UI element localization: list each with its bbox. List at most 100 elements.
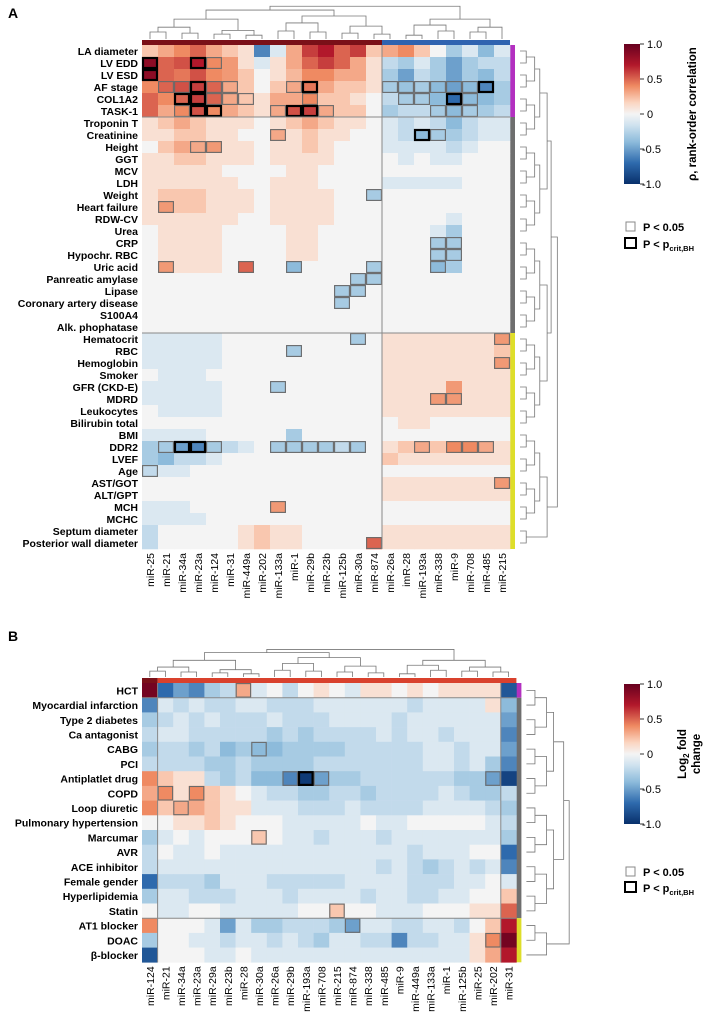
heatmap-cell — [430, 285, 447, 298]
heatmap-cell — [238, 69, 255, 82]
heatmap-cell — [391, 756, 408, 772]
heatmap-cell — [366, 69, 383, 82]
heatmap-cell — [206, 273, 223, 286]
heatmap-cell — [158, 405, 175, 418]
row-label: ACE inhibitor — [71, 862, 138, 874]
heatmap-cell — [286, 165, 303, 178]
heatmap-cell — [407, 947, 424, 963]
heatmap-cell — [158, 477, 175, 490]
heatmap-cell — [494, 321, 511, 334]
heatmap-cell — [500, 947, 517, 963]
heatmap-cell — [446, 69, 463, 82]
heatmap-cell — [270, 213, 287, 226]
heatmap-cell — [382, 297, 399, 310]
heatmap-cell — [350, 405, 367, 418]
heatmap-cell — [220, 888, 236, 904]
heatmap-cell — [350, 105, 367, 118]
heatmap-cell — [266, 785, 283, 801]
heatmap-cell — [313, 844, 330, 860]
heatmap-cell — [446, 297, 463, 310]
heatmap-cell — [174, 237, 191, 250]
heatmap-cell — [398, 537, 415, 550]
heatmap-cell — [318, 333, 335, 346]
heatmap-cell — [254, 333, 271, 346]
dendrogram-branch — [181, 32, 199, 39]
row-label: AST/GOT — [91, 478, 138, 490]
heatmap-cell — [282, 874, 299, 890]
dendrogram-branch — [526, 56, 536, 82]
heatmap-cell — [158, 429, 175, 442]
heatmap-cell — [173, 918, 190, 934]
row-label: LA diameter — [78, 46, 138, 58]
heatmap-cell — [302, 153, 319, 166]
dendrogram-branch — [157, 26, 191, 34]
dendrogram-branch — [422, 659, 486, 668]
heatmap-cell — [360, 947, 377, 963]
heatmap-cell — [414, 309, 431, 322]
heatmap-cell — [298, 771, 314, 787]
heatmap-cell — [438, 903, 455, 919]
panel-b-colorbar-tick-05: 0.5 — [647, 714, 662, 726]
heatmap-cell — [220, 800, 236, 816]
heatmap-cell — [142, 874, 158, 890]
heatmap-cell — [350, 297, 367, 310]
heatmap-cell — [446, 429, 463, 442]
heatmap-cell — [500, 712, 517, 728]
heatmap-cell — [206, 357, 223, 370]
heatmap-cell — [407, 771, 424, 787]
heatmap-cell — [494, 225, 511, 238]
heatmap-cell — [251, 741, 268, 757]
dendrogram-branch — [373, 33, 391, 39]
heatmap-cell — [344, 741, 361, 757]
heatmap-cell — [344, 932, 361, 948]
significance-box-bh — [301, 80, 319, 94]
heatmap-cell — [469, 844, 486, 860]
heatmap-cell — [462, 201, 479, 214]
dendrogram-branch — [534, 814, 547, 846]
dendrogram-branch — [336, 671, 353, 677]
heatmap-cell — [190, 465, 207, 478]
heatmap-cell — [190, 165, 207, 178]
heatmap-cell — [142, 57, 159, 70]
heatmap-cell — [254, 201, 271, 214]
heatmap-cell — [366, 201, 383, 214]
significance-box-p05 — [446, 237, 462, 249]
heatmap-cell — [446, 105, 463, 118]
heatmap-cell — [398, 93, 415, 106]
heatmap-cell — [254, 213, 271, 226]
panel-b-heatmap-cells — [142, 683, 517, 963]
row-label: β-blocker — [91, 950, 138, 962]
heatmap-cell — [313, 903, 330, 919]
heatmap-cell — [485, 771, 502, 787]
heatmap-cell — [302, 381, 319, 394]
heatmap-cell — [158, 369, 175, 382]
heatmap-cell — [206, 153, 223, 166]
column-label: miR-125b — [457, 966, 469, 1012]
heatmap-cell — [334, 441, 351, 454]
row-label: BMI — [119, 430, 138, 442]
heatmap-cell — [158, 93, 175, 106]
heatmap-cell — [157, 903, 174, 919]
heatmap-cell — [398, 297, 415, 310]
heatmap-cell — [302, 513, 319, 526]
heatmap-cell — [398, 525, 415, 538]
heatmap-cell — [158, 297, 175, 310]
heatmap-cell — [430, 465, 447, 478]
heatmap-cell — [462, 345, 479, 358]
heatmap-cell — [462, 165, 479, 178]
heatmap-cell — [462, 465, 479, 478]
significance-box-bh — [189, 80, 207, 94]
heatmap-cell — [190, 345, 207, 358]
heatmap-cell — [414, 273, 431, 286]
heatmap-cell — [270, 261, 287, 274]
heatmap-cell — [188, 756, 205, 772]
dendrogram-branch — [526, 895, 536, 912]
dendrogram-branch — [492, 671, 509, 677]
heatmap-cell — [254, 117, 271, 130]
heatmap-cell — [318, 465, 335, 478]
heatmap-cell — [313, 874, 330, 890]
heatmap-cell — [478, 237, 495, 250]
significance-box-p05 — [235, 683, 252, 698]
heatmap-cell — [414, 489, 431, 502]
heatmap-cell — [238, 393, 255, 406]
